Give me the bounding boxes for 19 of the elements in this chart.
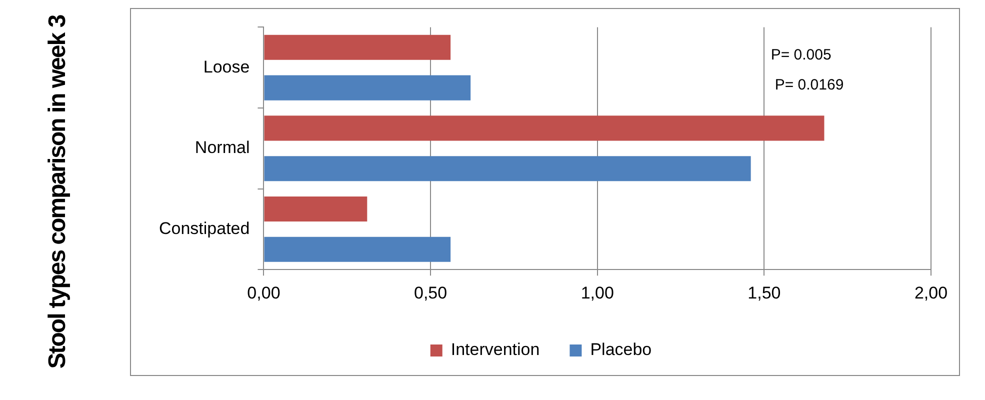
bar [264, 116, 824, 141]
bar [264, 75, 471, 100]
y-axis-title: Stool types comparison in week 3 [44, 14, 72, 371]
bar [264, 156, 751, 182]
y-tick-label: Loose [203, 57, 250, 76]
x-tick-label: 1,50 [748, 283, 781, 302]
annotation: P= 0.0169 [774, 76, 844, 94]
x-tick-label: 0,50 [414, 283, 448, 302]
legend-label: Intervention [450, 340, 540, 360]
y-tick-label: Constipated [158, 218, 250, 238]
x-tick-label: 0,00 [247, 283, 280, 302]
bar [264, 196, 368, 222]
bar [264, 236, 451, 262]
y-tick-label: Normal [194, 138, 250, 158]
legend-label: Placebo [590, 340, 652, 360]
x-tick-label: 1,00 [580, 283, 614, 302]
x-tick-label: 2,00 [914, 283, 948, 302]
bar [264, 34, 451, 60]
annotation: P= 0.005 [770, 46, 832, 64]
